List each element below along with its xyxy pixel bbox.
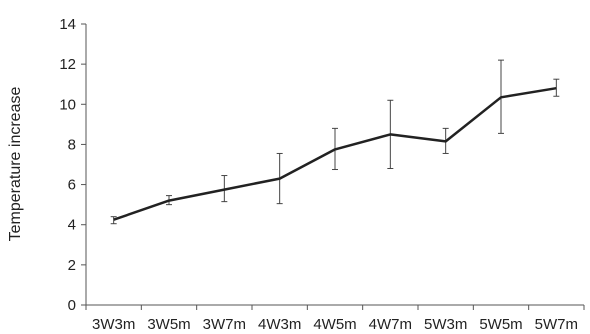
y-axis-title: Temperature increase [7,87,24,242]
error-bar [110,216,117,225]
y-tick-label: 4 [68,217,76,234]
y-tick-label: 2 [68,257,76,274]
x-tick-label: 3W7m [203,316,246,333]
series-line [113,86,557,221]
y-tick-label: 8 [68,136,76,153]
x-tick-label: 4W5m [313,316,356,333]
x-tick-label: 4W3m [258,316,301,333]
error-bar [553,78,560,97]
y-tick-label: 14 [59,16,76,33]
y-tick-label: 6 [68,177,76,194]
x-tick-label: 5W3m [424,316,467,333]
x-tick-label: 3W5m [147,316,190,333]
y-tick-label: 12 [59,56,76,73]
x-axis-ticks: 3W3m 3W5m 3W7m 4W3m 4W5m 4W7m 5W3m 5W5m 5W7m [85,305,585,333]
x-tick-label: 5W7m [535,316,578,333]
y-tick-label: 10 [59,96,76,113]
y-axis-ticks: 0 2 4 6 8 10 12 14 [59,16,86,314]
x-tick-label: 5W5m [479,316,522,333]
axes [85,24,584,306]
y-tick-label: 0 [68,297,76,314]
x-tick-label: 3W3m [92,316,135,333]
x-tick-label: 4W7m [369,316,412,333]
